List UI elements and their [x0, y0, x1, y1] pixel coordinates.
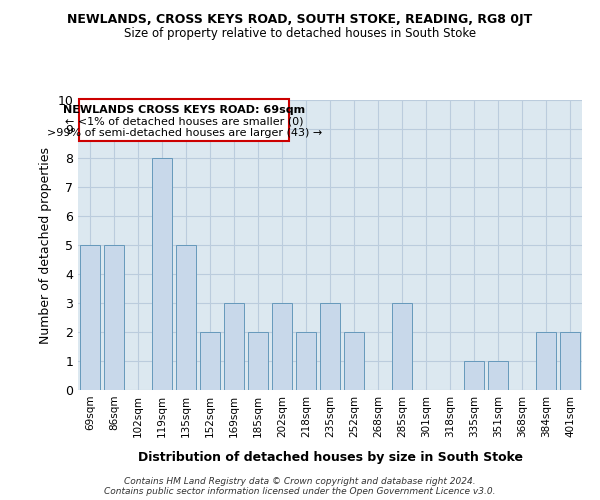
Text: Contains public sector information licensed under the Open Government Licence v3: Contains public sector information licen…	[104, 486, 496, 496]
Text: Distribution of detached houses by size in South Stoke: Distribution of detached houses by size …	[137, 451, 523, 464]
Bar	[392, 303, 412, 390]
Bar	[80, 245, 100, 390]
Bar	[248, 332, 268, 390]
Text: NEWLANDS, CROSS KEYS ROAD, SOUTH STOKE, READING, RG8 0JT: NEWLANDS, CROSS KEYS ROAD, SOUTH STOKE, …	[67, 12, 533, 26]
Text: NEWLANDS CROSS KEYS ROAD: 69sqm: NEWLANDS CROSS KEYS ROAD: 69sqm	[63, 105, 305, 115]
Bar	[200, 332, 220, 390]
Bar	[272, 303, 292, 390]
Y-axis label: Number of detached properties: Number of detached properties	[39, 146, 52, 344]
Bar	[536, 332, 556, 390]
Bar	[152, 158, 172, 390]
Bar	[224, 303, 244, 390]
Bar	[296, 332, 316, 390]
Text: Size of property relative to detached houses in South Stoke: Size of property relative to detached ho…	[124, 28, 476, 40]
Bar	[488, 361, 508, 390]
FancyBboxPatch shape	[79, 100, 289, 141]
Text: >99% of semi-detached houses are larger (43) →: >99% of semi-detached houses are larger …	[47, 128, 322, 138]
Text: ← <1% of detached houses are smaller (0): ← <1% of detached houses are smaller (0)	[65, 117, 304, 127]
Text: Contains HM Land Registry data © Crown copyright and database right 2024.: Contains HM Land Registry data © Crown c…	[124, 476, 476, 486]
Bar	[344, 332, 364, 390]
Bar	[320, 303, 340, 390]
Bar	[560, 332, 580, 390]
Bar	[176, 245, 196, 390]
Bar	[104, 245, 124, 390]
Bar	[464, 361, 484, 390]
